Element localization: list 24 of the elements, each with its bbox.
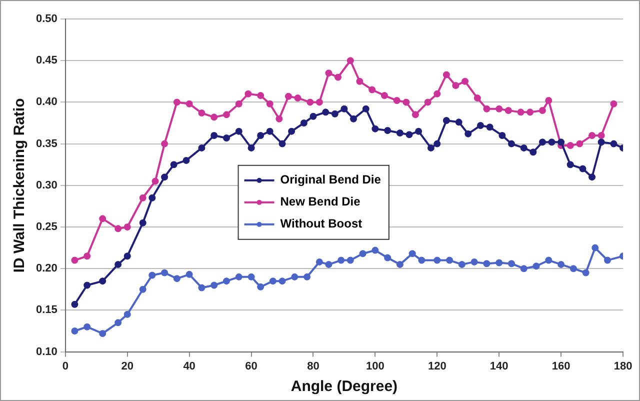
legend-label: Without Boost bbox=[280, 216, 362, 231]
x-tick-label: 100 bbox=[366, 360, 384, 372]
y-tick-label: 0.20 bbox=[36, 262, 58, 275]
y-tick-label: 0.50 bbox=[36, 13, 58, 26]
y-tick-label: 0.10 bbox=[36, 346, 58, 358]
x-tick-label: 120 bbox=[428, 360, 446, 372]
y-tick-label: 0.35 bbox=[36, 138, 58, 150]
y-tick-label: 0.30 bbox=[36, 179, 58, 192]
x-tick-label: 40 bbox=[183, 360, 196, 372]
x-tick-label: 60 bbox=[245, 360, 258, 372]
x-tick-label: 160 bbox=[552, 360, 570, 372]
y-tick-label: 0.15 bbox=[36, 304, 58, 316]
y-axis-title: ID Wall Thickening Ratio bbox=[11, 98, 28, 273]
x-tick-label: 20 bbox=[121, 360, 134, 372]
y-tick-label: 0.45 bbox=[36, 54, 58, 67]
legend-label: New Bend Die bbox=[280, 194, 361, 209]
y-tick-label: 0.25 bbox=[36, 221, 58, 234]
legend-label: Original Bend Die bbox=[280, 172, 382, 187]
y-tick-label: 0.40 bbox=[36, 96, 58, 108]
x-tick-label: 180 bbox=[614, 360, 632, 372]
x-axis-title: Angle (Degree) bbox=[290, 378, 398, 396]
x-tick-label: 80 bbox=[307, 360, 320, 372]
x-tick-label: 140 bbox=[490, 360, 508, 372]
x-tick-label: 0 bbox=[62, 360, 68, 372]
